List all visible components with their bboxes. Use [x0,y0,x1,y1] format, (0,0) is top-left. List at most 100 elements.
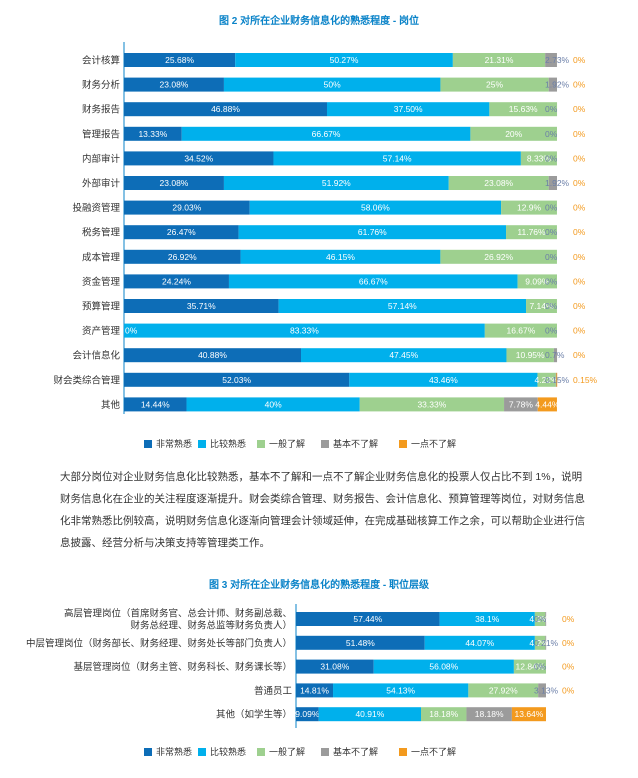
bar-segment [513,659,546,674]
segment-label: 9.09% [525,276,550,286]
bar-segment [555,372,557,387]
bar-segment [534,612,546,626]
segment-label: 0.7% [545,350,565,360]
segment-label: 46.88% [211,104,240,114]
segment-label: 12.9% [517,203,542,213]
category-label: 普通员工 [254,685,293,697]
legend-swatch [144,440,152,448]
segment-label: 24.24% [162,276,191,286]
legend-swatch [257,440,265,448]
category-label: 其他（如学生等） [216,709,292,721]
segment-label: 0% [545,326,558,336]
segment-label: 0% [573,153,586,163]
segment-label: 4.2% [529,614,549,624]
legend-label: 一般了解 [269,439,306,449]
legend-item: 非常熟悉 [144,745,192,758]
category-label: 财务报告 [82,104,120,116]
bar-segment [537,372,556,387]
legend-swatch [144,748,152,756]
segment-label: 7.78% [509,399,534,409]
legend-swatch [321,748,329,756]
segment-label: 20% [505,129,522,139]
bar-segment [556,372,558,387]
category-label: 中层管理岗位（财务部长、财务经理、财务处长等部门负责人） [26,637,292,649]
bar-segment [228,274,518,289]
legend-item: 一点不了解 [399,437,456,450]
segment-label: 47.45% [389,350,418,360]
segment-label: 7.14% [529,301,554,311]
category-label: 会计信息化 [72,350,120,362]
bar-segment [296,659,374,674]
bar-segment [468,683,539,698]
bar-segment [538,683,546,698]
segment-label: 0.15% [545,375,570,385]
legend-swatch [198,748,206,756]
bar-segment [545,612,547,626]
legend-swatch [198,440,206,448]
bar-segment [296,683,334,698]
bar-segment [534,635,546,650]
segment-label: 14.81% [300,685,329,695]
bar-segment [504,397,538,412]
segment-label: 40.88% [198,350,227,360]
segment-label: 4.2% [529,638,549,648]
category-label: 财务分析 [82,79,121,91]
bar-segment [548,176,557,190]
bar-segment [501,200,557,215]
bar-segment [296,707,319,722]
segment-label: 56.08% [429,662,458,672]
bar-segment [359,397,505,412]
segment-label: 23.08% [160,80,189,90]
segment-label: 21.31% [485,55,514,65]
bar-segment [124,200,250,215]
segment-label: 26.92% [484,252,513,262]
segment-label: 0% [545,153,558,163]
segment-label: 0% [573,326,586,336]
segment-label: 40% [265,399,282,409]
segment-label: 3.13% [534,685,559,695]
legend-item: 一般了解 [257,437,305,450]
legend-label: 比较熟悉 [210,439,247,449]
bar-segment [124,323,485,338]
segment-label: 37.50% [394,104,423,114]
legend-item: 一点不了解 [399,745,456,758]
segment-label: 0% [573,55,586,65]
category-label: 其他 [101,399,121,411]
segment-label: 57.14% [383,153,412,163]
segment-label: 8.33% [527,153,552,163]
bar-segment [124,176,224,190]
chart-by-position: 会计核算 25.68% 50.27% 21.31% 2.73% 0%财务分析 23.08% 5… [53,42,598,414]
segment-label: 18.18% [475,709,504,719]
category-label: 资产管理 [82,325,121,337]
segment-label: 11.76% [517,227,546,237]
bar-segment [489,102,558,117]
segment-label: 26.92% [168,252,197,262]
segment-label: 54.13% [386,685,415,695]
chart-title-level: 图 3 对所在企业财务信息化的熟悉程度 - 职位层级 [208,580,429,591]
bar-segment [124,249,241,264]
segment-label: 0% [545,276,558,286]
segment-label: 9.09% [295,709,320,719]
segment-label: 0% [534,614,547,624]
bar-segment [296,635,425,650]
segment-label: 0.15% [573,375,598,385]
segment-label: 0% [562,614,575,624]
bar-segment [124,102,327,117]
segment-label: 51.92% [322,178,351,188]
bar-segment [240,249,441,264]
bar-segment [124,397,187,412]
bar-segment [296,612,440,626]
bar-segment [124,299,279,313]
category-label: 财务总经理、财务总监等财务负责人） [130,620,292,632]
legend-item: 基本不了解 [321,745,378,758]
bar-segment [537,397,557,412]
bar-segment [318,707,421,722]
legend-label: 一点不了解 [411,439,457,449]
segment-label: 0% [545,252,558,262]
category-label: 预算管理 [82,301,121,313]
legend-position: 非常熟悉 比较熟悉 一般了解 基本不了解 一点不了解 [0,437,638,451]
segment-label: 18.18% [429,709,458,719]
legend-label: 一点不了解 [411,747,457,757]
segment-label: 25% [486,80,503,90]
